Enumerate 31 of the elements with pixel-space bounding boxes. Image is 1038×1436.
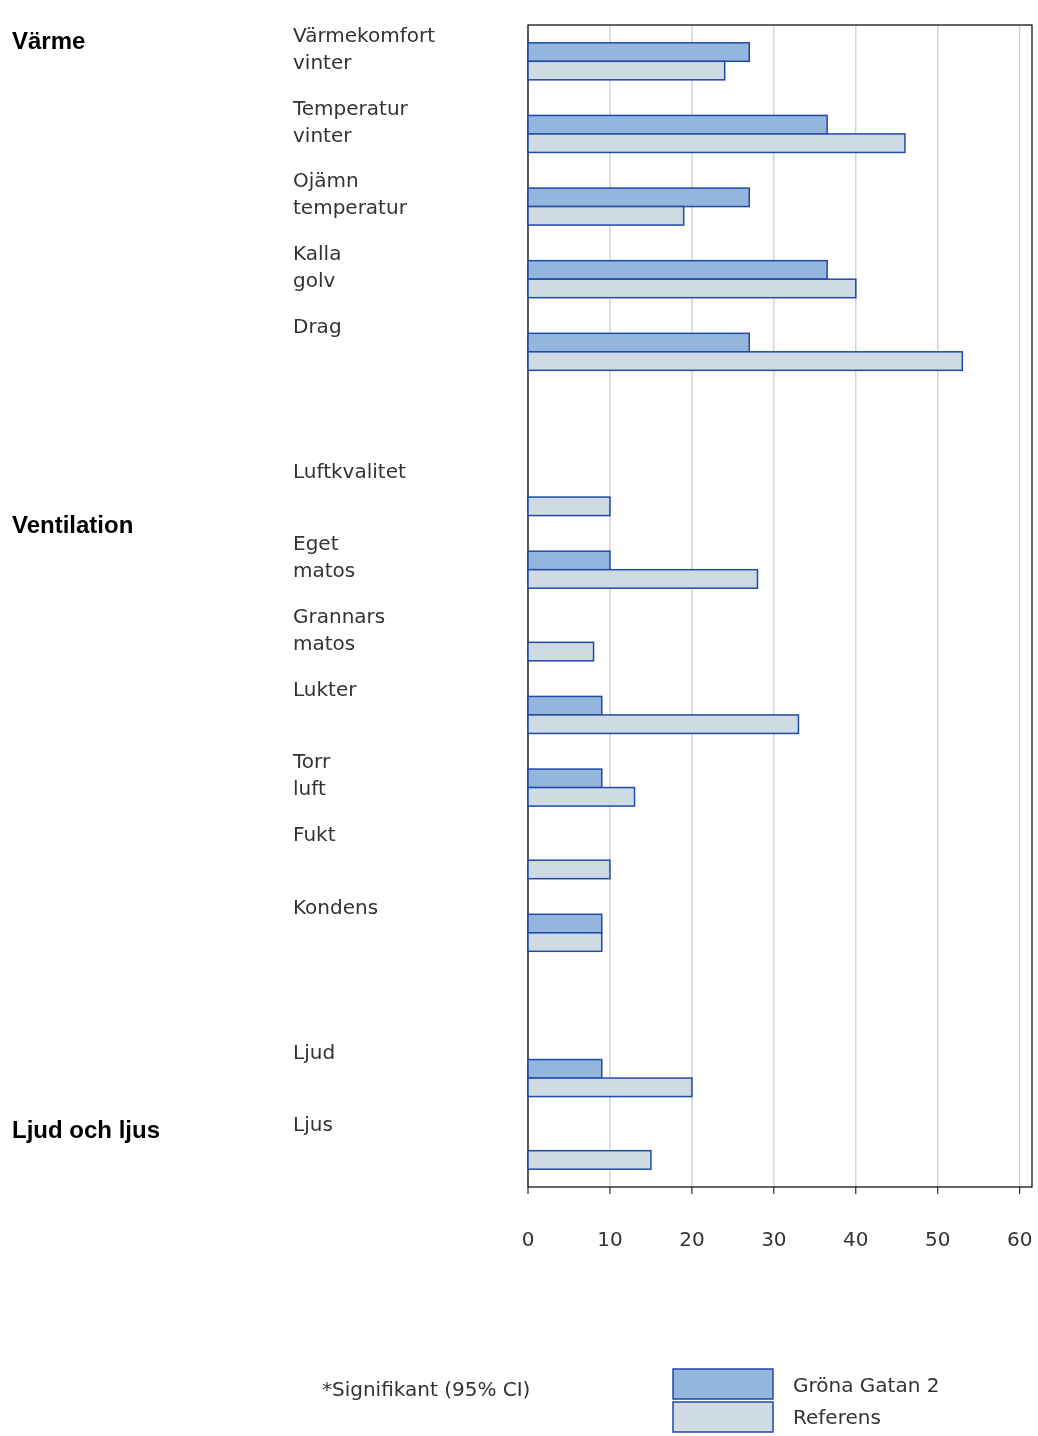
y-tick-label: Torr luft xyxy=(292,749,331,801)
y-tick-label: Lukter xyxy=(293,676,358,701)
bar xyxy=(527,641,595,662)
y-tick-label: Värmekomfort vinter xyxy=(293,23,436,74)
y-tick-label: Eget matos xyxy=(293,531,356,583)
y-tick-label: Drag xyxy=(293,313,342,338)
bar xyxy=(527,496,611,517)
legend-label: Gröna Gatan 2 xyxy=(793,1373,940,1397)
y-tick-label: Kalla golv xyxy=(293,240,342,292)
x-tick-label: 60 xyxy=(1006,1227,1033,1251)
y-tick-label: Kondens xyxy=(293,894,379,919)
y-tick-label: Ljud xyxy=(293,1039,336,1064)
y-tick-label: Ojämn temperatur xyxy=(293,168,408,220)
y-tick-label: Fukt xyxy=(293,821,336,846)
x-tick-label: 10 xyxy=(597,1227,623,1251)
x-tick-label: 30 xyxy=(761,1227,787,1251)
text: Ventilation xyxy=(12,511,134,539)
text: Ljud och ljus xyxy=(12,1116,160,1144)
legend-label: Referens xyxy=(793,1405,881,1429)
text: *Signifikant (95% CI) xyxy=(322,1377,531,1401)
text: Värme xyxy=(12,27,86,54)
y-tick-label: Ljus xyxy=(293,1112,333,1137)
y-tick-label: Luftkvalitet xyxy=(293,458,406,483)
bar xyxy=(527,1149,652,1170)
y-tick-label: Temperatur vinter xyxy=(292,95,409,147)
x-tick-label: 50 xyxy=(925,1227,951,1251)
x-tick-label: 0 xyxy=(521,1227,535,1251)
bar xyxy=(527,859,611,880)
x-tick-label: 20 xyxy=(679,1227,705,1251)
y-tick-label: Grannars matos xyxy=(293,604,386,655)
x-tick-label: 40 xyxy=(843,1227,869,1251)
